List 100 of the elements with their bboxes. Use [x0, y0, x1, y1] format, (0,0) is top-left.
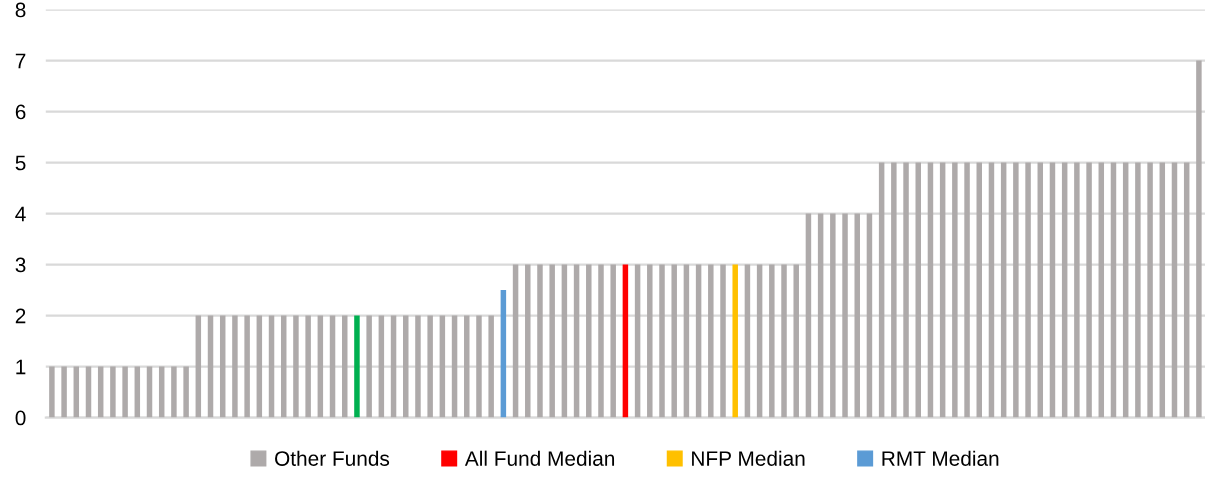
y-tick-label: 4 [15, 206, 26, 222]
bar [61, 366, 67, 418]
bar [1013, 162, 1019, 418]
bar [1159, 162, 1166, 418]
bar [1147, 162, 1153, 418]
bar [317, 315, 324, 418]
bar [915, 162, 921, 418]
bar [683, 264, 690, 418]
bar [1061, 162, 1068, 418]
bar [1122, 162, 1129, 418]
y-tick-label: 3 [15, 257, 26, 273]
bar [1074, 162, 1080, 418]
bar [939, 162, 946, 418]
y-tick-label: 6 [15, 104, 26, 120]
legend-label: All Fund Median [464, 450, 615, 466]
bar [598, 264, 604, 418]
bar [708, 264, 714, 418]
bar [830, 213, 836, 418]
bar [1098, 162, 1105, 418]
bar [1110, 162, 1117, 418]
bar [659, 264, 665, 418]
bar [195, 315, 202, 418]
bar [439, 315, 446, 418]
bar [1025, 162, 1031, 418]
bar [488, 315, 494, 418]
bar [720, 264, 726, 418]
bar [781, 264, 787, 418]
bar [232, 315, 238, 418]
bar [793, 264, 799, 418]
bar [183, 366, 189, 418]
bar [219, 315, 226, 418]
y-tick-label: 2 [15, 308, 26, 324]
bar [634, 264, 641, 418]
bar [549, 264, 555, 418]
bar [403, 315, 409, 418]
bar [866, 213, 873, 418]
bar [744, 264, 751, 418]
bar [927, 162, 934, 418]
bar [903, 162, 909, 418]
legend-label: Other Funds [275, 450, 390, 466]
bar [1086, 162, 1092, 418]
legend-label: NFP Median [692, 450, 805, 466]
bar [769, 264, 775, 418]
bar [805, 213, 812, 418]
bar [1196, 60, 1202, 418]
bar [329, 315, 336, 418]
bar [988, 162, 995, 418]
bar [586, 264, 592, 418]
bar [817, 213, 824, 418]
y-tick-label: 5 [15, 155, 26, 171]
bar [573, 264, 580, 418]
bar [1000, 162, 1007, 418]
bar [378, 315, 385, 418]
bar [415, 315, 421, 418]
bar [878, 162, 885, 418]
bar [842, 213, 848, 418]
bar [891, 162, 897, 418]
bar [622, 264, 629, 418]
bar [610, 264, 616, 418]
bar [1183, 162, 1190, 418]
bar [537, 264, 543, 418]
bar [1135, 162, 1141, 418]
bar [256, 315, 263, 418]
bar [122, 366, 128, 418]
bar [671, 264, 677, 418]
bar [390, 315, 397, 418]
y-tick-label: 1 [16, 359, 26, 375]
bar [952, 162, 958, 418]
y-tick-label: 0 [15, 410, 26, 426]
bar [1037, 162, 1044, 418]
bar [756, 264, 763, 418]
bar [464, 315, 470, 418]
bar [171, 366, 177, 418]
bar [293, 315, 299, 418]
legend-label: RMT Median [882, 450, 999, 466]
bar [280, 315, 287, 418]
bar [525, 264, 531, 418]
bar [695, 264, 702, 418]
bar [854, 213, 860, 418]
bar [49, 366, 55, 418]
bar [1171, 162, 1178, 418]
bar [268, 315, 275, 418]
bar [732, 264, 738, 418]
y-tick-label: 8 [15, 2, 26, 18]
bar [342, 315, 348, 418]
bar [207, 315, 214, 418]
bar [1049, 162, 1056, 418]
bar [512, 264, 519, 418]
y-tick-label: 7 [15, 53, 26, 69]
bar [451, 315, 458, 418]
bar [964, 162, 970, 418]
bar [500, 290, 507, 418]
bar [647, 264, 653, 418]
bar [476, 315, 482, 418]
bar [110, 366, 116, 418]
bar [366, 315, 372, 418]
bar [244, 315, 250, 418]
bar [561, 264, 568, 418]
bar [427, 315, 433, 418]
bar [305, 315, 311, 418]
